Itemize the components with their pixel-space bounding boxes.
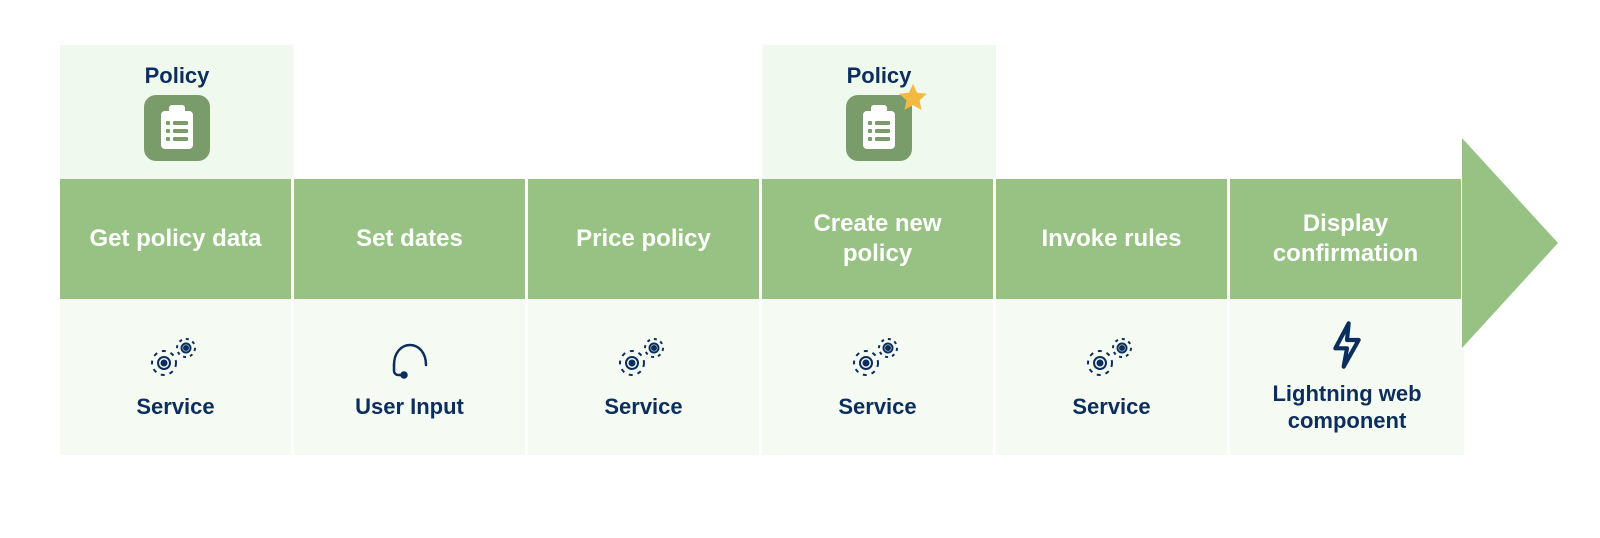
type-label: Service	[838, 393, 916, 421]
step-4: Invoke rules	[996, 179, 1230, 299]
type-label: Lightning web component	[1230, 380, 1464, 435]
arrow-head	[1462, 138, 1558, 348]
gears-icon	[148, 333, 204, 383]
process-flow-diagram: Policy Policy	[0, 0, 1600, 538]
type-label: Service	[136, 393, 214, 421]
step-2: Price policy	[528, 179, 762, 299]
type-label: Service	[1072, 393, 1150, 421]
clipboard-icon	[846, 95, 912, 161]
top-cell-2	[528, 45, 762, 179]
gears-icon	[850, 333, 906, 383]
top-cell-5	[1230, 45, 1464, 179]
step-1: Set dates	[294, 179, 528, 299]
type-label: Service	[604, 393, 682, 421]
top-cell-0: Policy	[60, 45, 294, 179]
gears-icon	[1084, 333, 1140, 383]
bottom-cell-3: Service	[762, 299, 996, 455]
bottom-cell-1: User Input	[294, 299, 528, 455]
star-icon	[896, 81, 930, 115]
bolt-icon	[1327, 320, 1367, 370]
bottom-cell-0: Service	[60, 299, 294, 455]
type-label: User Input	[355, 393, 464, 421]
step-label: Invoke rules	[1025, 224, 1197, 254]
top-cell-3: Policy	[762, 45, 996, 179]
bottom-cell-2: Service	[528, 299, 762, 455]
step-0: Get policy data	[60, 179, 294, 299]
top-cell-4	[996, 45, 1230, 179]
policy-label: Policy	[145, 63, 210, 89]
step-label: Create new policy	[762, 209, 993, 269]
step-label: Get policy data	[73, 224, 277, 254]
headset-icon	[382, 333, 438, 383]
step-label: Set dates	[340, 224, 479, 254]
top-cell-1	[294, 45, 528, 179]
gears-icon	[616, 333, 672, 383]
step-label: Display confirmation	[1230, 209, 1461, 269]
step-label: Price policy	[560, 224, 727, 254]
bottom-cell-4: Service	[996, 299, 1230, 455]
step-5: Display confirmation	[1230, 179, 1464, 299]
flow-grid: Policy Policy	[60, 45, 1464, 455]
step-3: Create new policy	[762, 179, 996, 299]
clipboard-icon	[144, 95, 210, 161]
bottom-cell-5: Lightning web component	[1230, 299, 1464, 455]
